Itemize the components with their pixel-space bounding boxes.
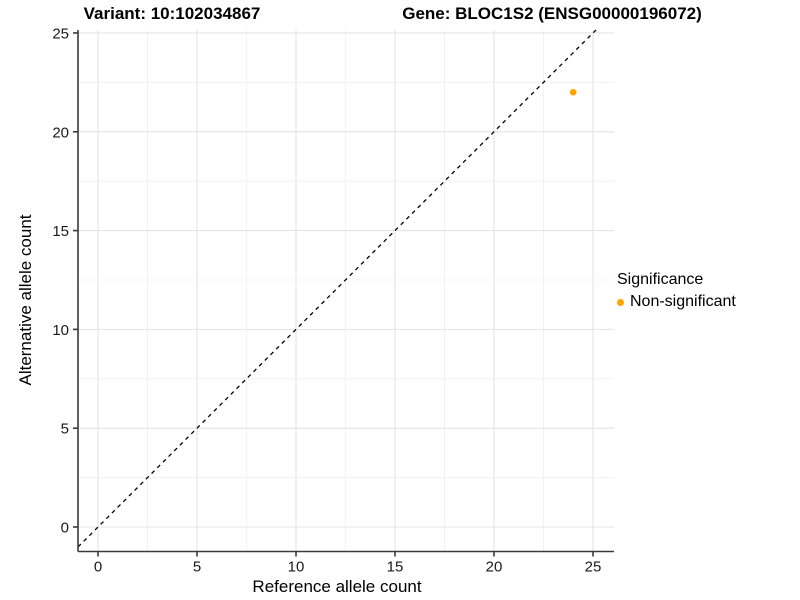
legend-item-label: Non-significant	[630, 293, 736, 310]
y-tick-label: 10	[52, 322, 69, 339]
y-tick-label: 5	[61, 421, 69, 438]
x-tick-label: 25	[585, 559, 602, 576]
legend: Significance Non-significant	[617, 271, 736, 311]
y-tick-label: 0	[61, 519, 69, 536]
y-axis-title: Alternative allele count	[16, 214, 35, 386]
x-tick-label: 0	[94, 559, 102, 576]
data-point	[569, 88, 577, 96]
y-tick-label: 20	[52, 124, 69, 141]
identity-dashed-line	[77, 29, 597, 548]
x-tick-label: 20	[486, 559, 503, 576]
y-tick-label: 25	[52, 25, 69, 42]
x-tick-label: 15	[387, 559, 404, 576]
legend-item: Non-significant	[617, 293, 736, 311]
x-tick-label: 5	[193, 559, 201, 576]
y-tick-label: 15	[52, 223, 69, 240]
x-axis-title: Reference allele count	[252, 577, 422, 596]
legend-title: Significance	[617, 271, 704, 288]
variant-title: Variant: 10:102034867	[83, 4, 261, 23]
x-tick-label: 10	[288, 559, 305, 576]
gene-title: Gene: BLOC1S2 (ENSG00000196072)	[402, 4, 702, 23]
legend-point-icon	[617, 298, 624, 306]
